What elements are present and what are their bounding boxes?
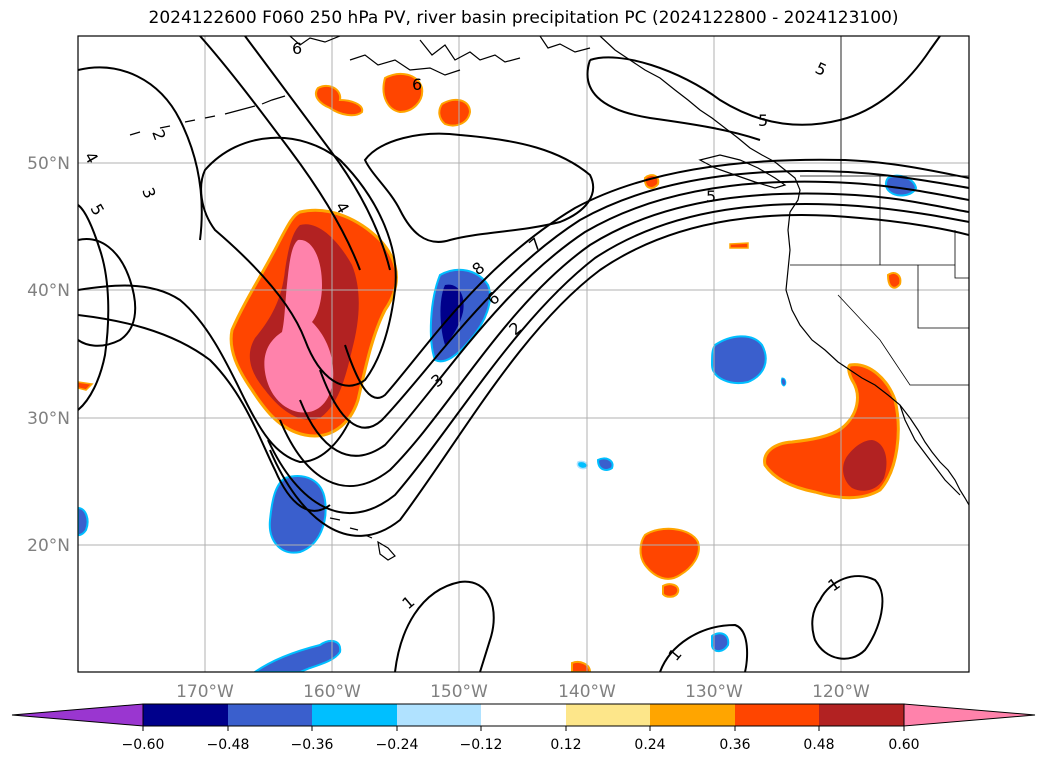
pv-contour-ne-2 [586, 59, 761, 141]
pv-contour-2 [267, 203, 969, 514]
pv-contour-ridge [363, 132, 595, 243]
pv-contour-north [78, 66, 203, 241]
pv-contour-south-3 [811, 575, 884, 660]
precip-small-patch [382, 72, 424, 114]
colorbar-bin [143, 704, 228, 726]
pv-contour-1 [269, 213, 969, 537]
coastlines [129, 36, 969, 561]
pv-contour-north-3 [244, 36, 391, 271]
precip-small-patch [314, 84, 364, 117]
us-west-coastline [785, 211, 969, 506]
pv-contour-trough [78, 314, 331, 512]
aleutian-islands [129, 95, 286, 136]
map-panel: 1 1 1 2 2 3 3 4 4 5 5 5 5 6 6 6 7 8 [78, 36, 969, 672]
vancouver-island [698, 154, 787, 189]
colorbar-bin [735, 704, 819, 726]
pv-contour-7 [344, 158, 969, 399]
lon-label-160w: 160°W [303, 682, 361, 702]
pv-contour-west-2 [78, 238, 137, 347]
lon-label-140w: 140°W [558, 682, 616, 702]
colorbar-tick-label: 0.24 [634, 737, 665, 753]
colorbar-tick-label: −0.48 [207, 737, 250, 753]
precip-small-patch [886, 272, 902, 289]
map-title: 2024122600 F060 250 hPa PV, river basin … [148, 8, 899, 28]
pv-contour-south-1 [394, 580, 495, 672]
map-frame [77, 35, 970, 673]
longitude-labels: 170°W 160°W 150°W 140°W 130°W 120°W [176, 682, 870, 702]
lon-label-170w: 170°W [176, 682, 234, 702]
precip-small-patch [571, 661, 592, 672]
precip-negative-patch [596, 457, 614, 471]
baja-coastline [899, 404, 961, 496]
colorbar-tick-label: 0.60 [888, 737, 919, 753]
colorbar-bin [481, 704, 566, 726]
pacific-northwest-coastline [599, 36, 801, 213]
colorbar-bin [650, 704, 735, 726]
colorbar-tick-label: 0.48 [803, 737, 834, 753]
alaska-coastline [289, 36, 591, 76]
colorbar-bin [819, 704, 904, 726]
lon-label-120w: 120°W [812, 682, 870, 702]
precip-small-patch [78, 381, 94, 391]
colorbar-tick-label: −0.24 [376, 737, 419, 753]
precip-small-patch [662, 583, 680, 598]
colorbar-bin [397, 704, 481, 726]
lat-label-20n: 20°N [27, 536, 70, 556]
precip-negative-patch [253, 639, 342, 672]
precip-negative-patch [78, 506, 89, 537]
colorbar-tick-label: −0.36 [291, 737, 334, 753]
lon-label-150w: 150°W [430, 682, 488, 702]
pv-contour-ne [589, 36, 941, 126]
contour-label: 6 [292, 39, 302, 58]
pv-contours [78, 36, 969, 672]
pv-contour-5 [299, 180, 969, 457]
lon-label-130w: 130°W [685, 682, 743, 702]
precip-negative-patch [780, 377, 787, 387]
precip-negative-region-east [710, 335, 767, 384]
pv-contour-south-2 [659, 623, 749, 672]
precip-small-patch [438, 98, 472, 127]
pv-contour-trough-2 [78, 284, 351, 464]
pv-contour-west [78, 204, 110, 411]
colorbar-bin [228, 704, 312, 726]
pv-contour-3 [279, 192, 969, 487]
colorbar-tick-label: 0.36 [719, 737, 750, 753]
lat-label-30n: 30°N [27, 409, 70, 429]
colorbar-bin [312, 704, 397, 726]
precip-strong-region-california [843, 440, 887, 491]
precip-negative-patch [576, 460, 589, 470]
colorbar-extend-low [11, 703, 144, 727]
pv-contour-north-2 [199, 36, 361, 271]
colorbar-tick-label: 0.12 [550, 737, 581, 753]
contour-label: 6 [412, 75, 422, 94]
lat-label-50n: 50°N [27, 154, 70, 174]
colorbar-extend-high [903, 703, 1036, 727]
colorbar: −0.60 −0.48 −0.36 −0.24 −0.12 0.12 0.24 … [11, 703, 1036, 753]
precip-small-patch [639, 527, 700, 580]
lat-label-40n: 40°N [27, 281, 70, 301]
colorbar-tick-label: −0.12 [460, 737, 503, 753]
contour-label: 5 [758, 111, 768, 130]
hawaiian-islands [329, 517, 396, 561]
pv-contour-6 [319, 170, 969, 429]
contour-label: 5 [706, 187, 716, 206]
latitude-labels: 20°N 30°N 40°N 50°N [27, 154, 70, 556]
precip-negative-region-south [268, 475, 327, 554]
colorbar-bin [566, 704, 650, 726]
colorbar-tick-label: −0.60 [122, 737, 165, 753]
precip-small-patch [729, 242, 749, 249]
